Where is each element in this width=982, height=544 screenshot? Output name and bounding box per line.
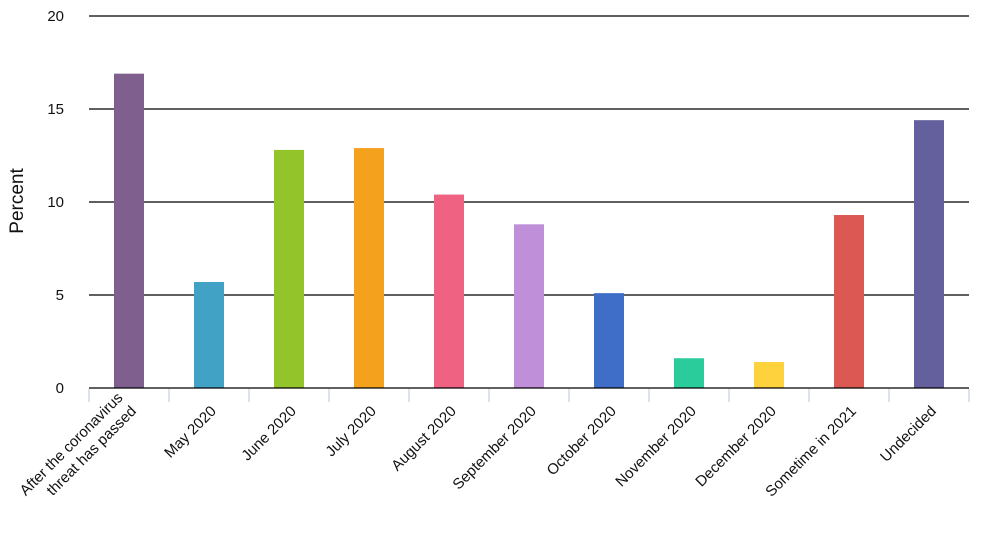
- bar: [194, 281, 224, 388]
- bar: [514, 224, 544, 388]
- x-tick-label: August 2020: [388, 403, 460, 475]
- y-tick-label: 20: [47, 8, 64, 25]
- y-axis-title: Percent: [7, 168, 28, 234]
- x-tick-label: Undecided: [877, 403, 940, 466]
- y-tick-label: 0: [56, 380, 64, 397]
- y-tick-label: 10: [47, 194, 64, 211]
- bars: [114, 73, 944, 388]
- x-axis: [88, 387, 970, 402]
- y-axis-ticks: 0 5 10 15 20: [47, 8, 64, 397]
- x-tick-label-line: May 2020: [161, 403, 220, 462]
- x-tick-label: December 2020: [692, 403, 779, 490]
- bar: [354, 148, 384, 388]
- bar: [274, 149, 304, 388]
- y-tick-label: 15: [47, 101, 64, 118]
- x-tick-label-line: November 2020: [612, 403, 699, 490]
- x-tick-label-line: June 2020: [238, 403, 300, 465]
- x-tick-label-line: Undecided: [877, 403, 940, 466]
- bar: [914, 120, 944, 388]
- bar: [834, 215, 864, 388]
- x-tick-label: May 2020: [161, 403, 220, 462]
- y-tick-label: 5: [56, 287, 64, 304]
- x-tick-label-line: September 2020: [449, 403, 539, 493]
- bar: [434, 194, 464, 388]
- bar: [754, 361, 784, 388]
- x-tick-label-line: August 2020: [388, 403, 460, 475]
- x-tick-label-line: December 2020: [692, 403, 779, 490]
- x-tick-label: June 2020: [238, 403, 300, 465]
- bar: [594, 293, 624, 388]
- x-tick-label: October 2020: [544, 403, 620, 479]
- x-tick-label: September 2020: [449, 403, 539, 493]
- x-tick-label-line: July 2020: [322, 403, 379, 460]
- x-tick-label: November 2020: [612, 403, 699, 490]
- bar: [674, 358, 704, 388]
- bar: [114, 73, 144, 388]
- x-tick-label: July 2020: [322, 403, 379, 460]
- x-tick-label-line: October 2020: [544, 403, 620, 479]
